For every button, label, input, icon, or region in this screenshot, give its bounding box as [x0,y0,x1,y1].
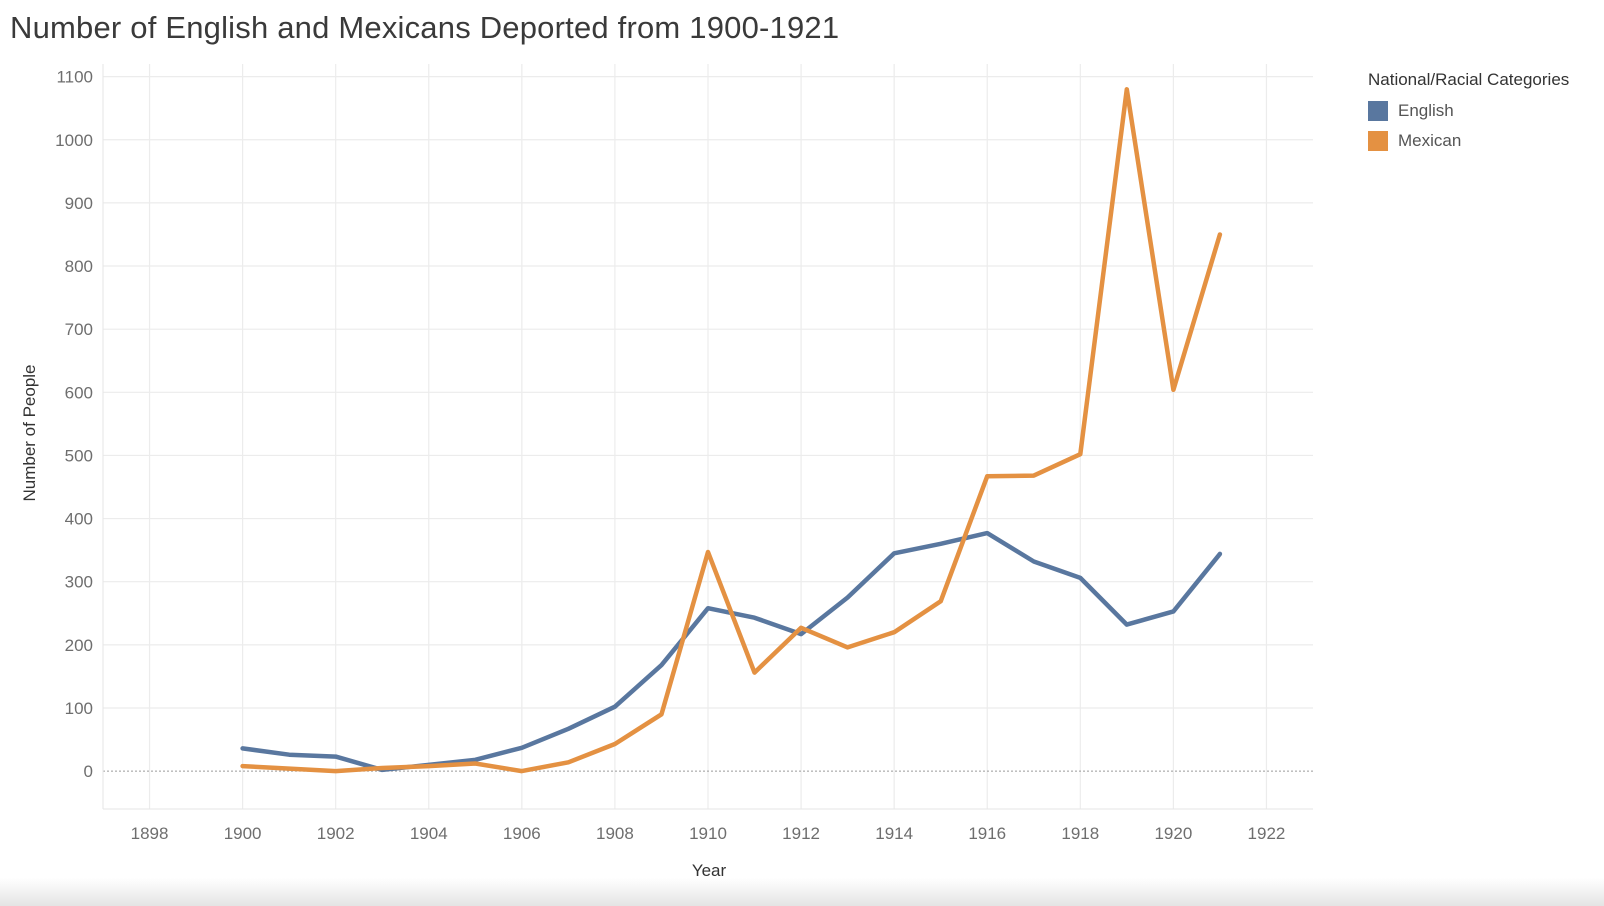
legend-swatch-english [1368,101,1388,121]
x-axis-title: Year [692,861,727,880]
legend-item-mexican[interactable]: Mexican [1368,126,1569,156]
x-tick-label: 1922 [1248,824,1286,843]
y-axis-title: Number of People [20,364,39,501]
axes: 1898 1900 1902 1904 1906 1908 1910 1912 1914 1916… [55,64,1313,843]
legend: National/Racial Categories English Mexic… [1368,70,1569,156]
x-tick-label: 1906 [503,824,541,843]
x-tick-label: 1908 [596,824,634,843]
y-tick-label: 100 [65,699,93,718]
y-tick-label: 400 [65,510,93,529]
y-tick-label: 600 [65,383,93,402]
bottom-shadow [0,878,1604,906]
x-tick-label: 1900 [224,824,262,843]
x-tick-label: 1920 [1154,824,1192,843]
legend-label-english: English [1398,101,1454,120]
legend-item-english[interactable]: English [1368,96,1569,126]
x-tick-label: 1910 [689,824,727,843]
series-line-mexican[interactable] [240,87,1223,774]
y-tick-label: 200 [65,636,93,655]
y-tick-label: 700 [65,320,93,339]
legend-swatch-mexican [1368,131,1388,151]
series-lines [240,87,1223,774]
chart-title: Number of English and Mexicans Deported … [10,10,840,45]
y-tick-label: 1000 [55,131,93,150]
x-tick-label: 1902 [317,824,355,843]
y-tick-label: 0 [84,762,93,781]
x-tick-label: 1914 [875,824,913,843]
series-line-english[interactable] [240,530,1223,773]
x-tick-label: 1912 [782,824,820,843]
legend-label-mexican: Mexican [1398,131,1462,150]
y-tick-label: 800 [65,257,93,276]
y-tick-label: 900 [65,194,93,213]
legend-title: National/Racial Categories [1368,70,1570,89]
x-tick-label: 1918 [1061,824,1099,843]
y-tick-label: 500 [65,446,93,465]
x-tick-label: 1898 [131,824,169,843]
y-tick-label: 300 [65,573,93,592]
grid-lines [103,64,1313,809]
x-tick-label: 1904 [410,824,448,843]
x-tick-label: 1916 [968,824,1006,843]
y-tick-label: 1100 [56,68,93,87]
